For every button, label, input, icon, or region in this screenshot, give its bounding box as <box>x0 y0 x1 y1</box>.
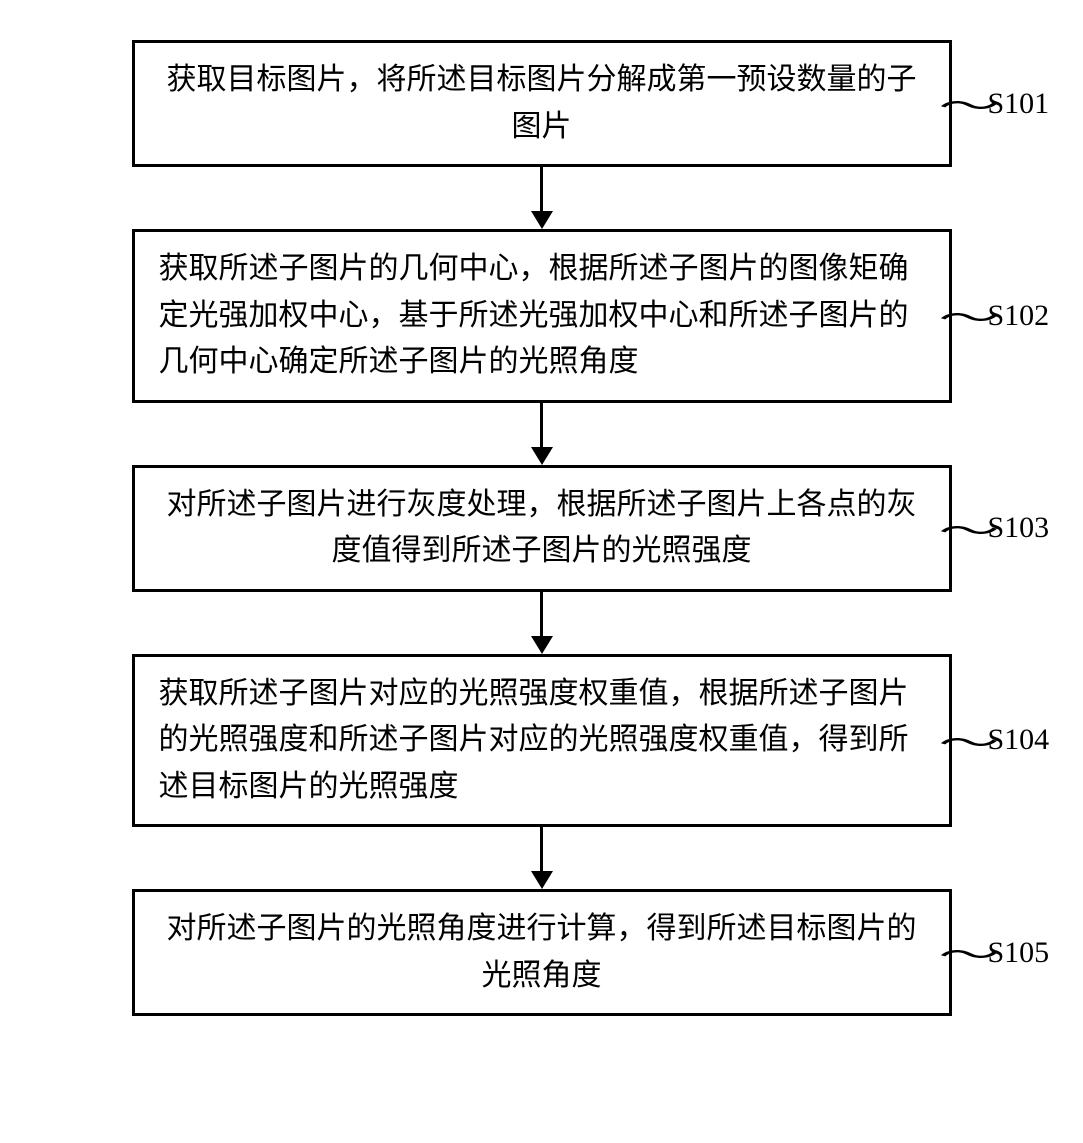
arrow-line-icon <box>540 403 543 447</box>
step-text-s102: 获取所述子图片的几何中心，根据所述子图片的图像矩确定光强加权中心，基于所述光强加… <box>159 246 925 386</box>
arrow-head-icon <box>531 871 553 889</box>
step-box-s101: 获取目标图片，将所述目标图片分解成第一预设数量的子图片 <box>132 40 952 167</box>
curve-connector-icon: 〜 <box>938 507 999 549</box>
step-text-s101: 获取目标图片，将所述目标图片分解成第一预设数量的子图片 <box>159 57 925 150</box>
step-row-2: 获取所述子图片的几何中心，根据所述子图片的图像矩确定光强加权中心，基于所述光强加… <box>20 229 1063 403</box>
step-label-wrap-5: 〜 S105 <box>952 928 1050 977</box>
arrow-head-icon <box>531 636 553 654</box>
step-box-s102: 获取所述子图片的几何中心，根据所述子图片的图像矩确定光强加权中心，基于所述光强加… <box>132 229 952 403</box>
curve-connector-icon: 〜 <box>938 719 999 761</box>
arrow-line-icon <box>540 167 543 211</box>
step-row-1: 获取目标图片，将所述目标图片分解成第一预设数量的子图片 〜 S101 <box>20 40 1063 167</box>
arrow-1 <box>531 167 553 229</box>
flowchart-container: 获取目标图片，将所述目标图片分解成第一预设数量的子图片 〜 S101 获取所述子… <box>20 40 1063 1016</box>
step-row-5: 对所述子图片的光照角度进行计算，得到所述目标图片的光照角度 〜 S105 <box>20 889 1063 1016</box>
step-label-wrap-2: 〜 S102 <box>952 291 1050 340</box>
arrow-4 <box>531 827 553 889</box>
curve-connector-icon: 〜 <box>938 932 999 974</box>
arrow-2 <box>531 403 553 465</box>
arrow-head-icon <box>531 211 553 229</box>
step-text-s105: 对所述子图片的光照角度进行计算，得到所述目标图片的光照角度 <box>159 906 925 999</box>
arrow-line-icon <box>540 592 543 636</box>
curve-connector-icon: 〜 <box>938 83 999 125</box>
step-label-wrap-4: 〜 S104 <box>952 716 1050 765</box>
step-text-s103: 对所述子图片进行灰度处理，根据所述子图片上各点的灰度值得到所述子图片的光照强度 <box>159 482 925 575</box>
step-box-s103: 对所述子图片进行灰度处理，根据所述子图片上各点的灰度值得到所述子图片的光照强度 <box>132 465 952 592</box>
step-box-s105: 对所述子图片的光照角度进行计算，得到所述目标图片的光照角度 <box>132 889 952 1016</box>
arrow-line-icon <box>540 827 543 871</box>
step-row-4: 获取所述子图片对应的光照强度权重值，根据所述子图片的光照强度和所述子图片对应的光… <box>20 654 1063 828</box>
step-text-s104: 获取所述子图片对应的光照强度权重值，根据所述子图片的光照强度和所述子图片对应的光… <box>159 671 925 811</box>
step-box-s104: 获取所述子图片对应的光照强度权重值，根据所述子图片的光照强度和所述子图片对应的光… <box>132 654 952 828</box>
curve-connector-icon: 〜 <box>938 295 999 337</box>
arrow-3 <box>531 592 553 654</box>
step-label-wrap-1: 〜 S101 <box>952 79 1050 128</box>
step-row-3: 对所述子图片进行灰度处理，根据所述子图片上各点的灰度值得到所述子图片的光照强度 … <box>20 465 1063 592</box>
step-label-wrap-3: 〜 S103 <box>952 504 1050 553</box>
arrow-head-icon <box>531 447 553 465</box>
